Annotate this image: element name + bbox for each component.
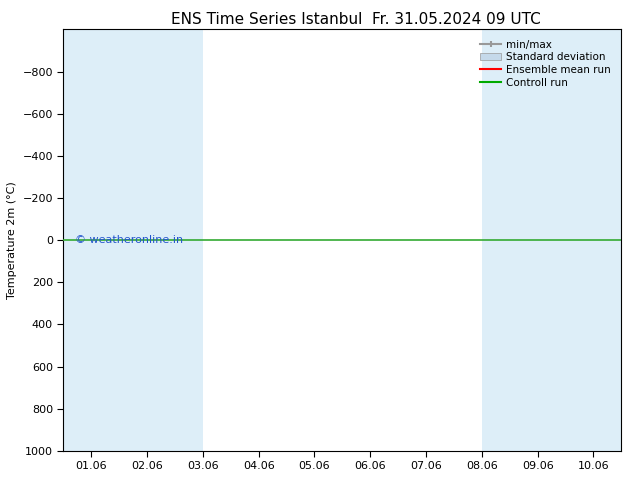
- Text: Fr. 31.05.2024 09 UTC: Fr. 31.05.2024 09 UTC: [372, 12, 541, 27]
- Text: © weatheronline.in: © weatheronline.in: [75, 235, 183, 245]
- Text: ENS Time Series Istanbul: ENS Time Series Istanbul: [171, 12, 362, 27]
- Y-axis label: Temperature 2m (°C): Temperature 2m (°C): [7, 181, 17, 299]
- Bar: [482, 29, 621, 451]
- Bar: [63, 29, 203, 451]
- Legend: min/max, Standard deviation, Ensemble mean run, Controll run: min/max, Standard deviation, Ensemble me…: [475, 35, 616, 93]
